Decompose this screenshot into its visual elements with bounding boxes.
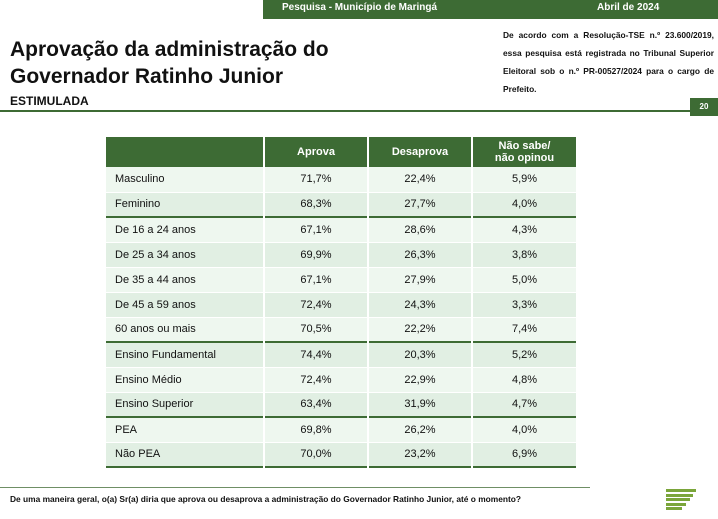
table-cell: 4,7%: [471, 392, 576, 418]
table-cell: 67,1%: [263, 216, 368, 243]
page-number: 20: [690, 98, 718, 116]
table-row: Não PEA 70,0% 23,2% 6,9%: [106, 442, 576, 468]
header-divider: [0, 110, 690, 112]
table-cell: 4,8%: [471, 367, 576, 393]
row-label: Não PEA: [106, 442, 264, 468]
row-label: De 16 a 24 anos: [106, 216, 264, 243]
table-cell: 31,9%: [367, 392, 472, 418]
column-header-aprova: Aprova: [263, 137, 368, 167]
survey-date: Abril de 2024: [597, 2, 660, 13]
table-row: 60 anos ou mais 70,5% 22,2% 7,4%: [106, 317, 576, 343]
table-row: De 35 a 44 anos 67,1% 27,9% 5,0%: [106, 267, 576, 293]
column-header-desaprova: Desaprova: [367, 137, 472, 167]
table-row: De 45 a 59 anos 72,4% 24,3% 3,3%: [106, 292, 576, 318]
table-row: Masculino 71,7% 22,4% 5,9%: [106, 167, 576, 193]
row-label: Masculino: [106, 167, 264, 193]
table-cell: 27,7%: [367, 192, 472, 218]
table-cell: 3,3%: [471, 292, 576, 318]
row-label: PEA: [106, 416, 264, 443]
survey-label: Pesquisa - Município de Maringá: [282, 2, 438, 13]
table-cell: 6,9%: [471, 442, 576, 468]
survey-question: De uma maneira geral, o(a) Sr(a) diria q…: [10, 494, 521, 504]
table-cell: 5,9%: [471, 167, 576, 193]
table-row: Ensino Superior 63,4% 31,9% 4,7%: [106, 392, 576, 418]
table-cell: 26,3%: [367, 242, 472, 268]
table-cell: 68,3%: [263, 192, 368, 218]
legal-note: De acordo com a Resolução-TSE n.º 23.600…: [503, 30, 714, 94]
row-label: Ensino Superior: [106, 392, 264, 418]
table-cell: 26,2%: [367, 416, 472, 443]
column-header-nao-sabe: Não sabe/não opinou: [471, 137, 576, 167]
row-label: De 25 a 34 anos: [106, 242, 264, 268]
table-cell: 3,8%: [471, 242, 576, 268]
page-title: Aprovação da administração do Governador…: [10, 38, 329, 88]
table-cell: 69,8%: [263, 416, 368, 443]
table-cell: 28,6%: [367, 216, 472, 243]
table-cell: 5,0%: [471, 267, 576, 293]
table-cell: 5,2%: [471, 341, 576, 368]
table-row: Ensino Fundamental 74,4% 20,3% 5,2%: [106, 341, 576, 368]
table-cell: 71,7%: [263, 167, 368, 193]
table-cell: 70,5%: [263, 317, 368, 343]
footer-divider: [0, 487, 590, 488]
table-cell: 63,4%: [263, 392, 368, 418]
row-label: Feminino: [106, 192, 264, 218]
page-subtitle: ESTIMULADA: [10, 94, 89, 108]
table-cell: 4,0%: [471, 192, 576, 218]
table-cell: 22,4%: [367, 167, 472, 193]
table-row: De 25 a 34 anos 69,9% 26,3% 3,8%: [106, 242, 576, 268]
table-row: Ensino Médio 72,4% 22,9% 4,8%: [106, 367, 576, 393]
table-cell: 67,1%: [263, 267, 368, 293]
row-label: Ensino Médio: [106, 367, 264, 393]
row-label: Ensino Fundamental: [106, 341, 264, 368]
row-label: De 45 a 59 anos: [106, 292, 264, 318]
table-cell: 72,4%: [263, 367, 368, 393]
table-row: PEA 69,8% 26,2% 4,0%: [106, 416, 576, 443]
table-cell: 22,2%: [367, 317, 472, 343]
table-cell: 23,2%: [367, 442, 472, 468]
stacked-bars-logo-icon: [666, 489, 696, 513]
table-cell: 22,9%: [367, 367, 472, 393]
row-label: De 35 a 44 anos: [106, 267, 264, 293]
table-row: De 16 a 24 anos 67,1% 28,6% 4,3%: [106, 216, 576, 243]
table-header-row: Aprova Desaprova Não sabe/não opinou: [106, 137, 576, 167]
table-cell: 74,4%: [263, 341, 368, 368]
table-row: Feminino 68,3% 27,7% 4,0%: [106, 192, 576, 218]
table-cell: 4,3%: [471, 216, 576, 243]
table-cell: 72,4%: [263, 292, 368, 318]
table-cell: 27,9%: [367, 267, 472, 293]
column-header: [106, 137, 264, 167]
table-cell: 24,3%: [367, 292, 472, 318]
table-cell: 4,0%: [471, 416, 576, 443]
table-cell: 20,3%: [367, 341, 472, 368]
table-cell: 69,9%: [263, 242, 368, 268]
header-bar: [263, 0, 718, 19]
table-cell: 7,4%: [471, 317, 576, 343]
table-cell: 70,0%: [263, 442, 368, 468]
column-header-nao-sabe-label: Não sabe/não opinou: [494, 140, 555, 164]
results-table: Aprova Desaprova Não sabe/não opinou Mas…: [106, 137, 576, 468]
row-label: 60 anos ou mais: [106, 317, 264, 343]
